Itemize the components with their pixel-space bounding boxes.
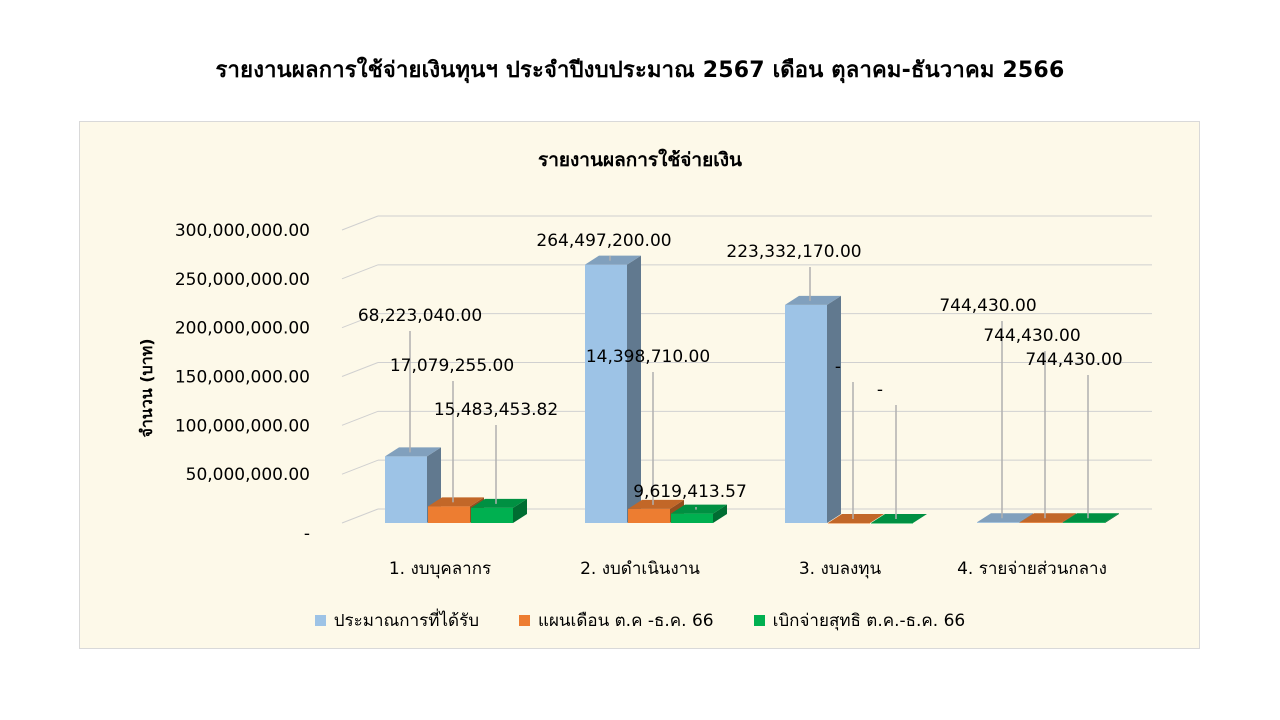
bar-front — [671, 513, 713, 523]
bar — [785, 295, 841, 523]
x-tick-label: 3. งบลงทุน — [799, 559, 882, 579]
page-title: รายงานผลการใช้จ่ายเงินทุนฯ ประจำปีงบประม… — [215, 58, 1065, 83]
data-label: 15,483,453.82 — [434, 400, 558, 420]
data-labels: 68,223,040.00 17,079,255.00 15,483,453.82 2… — [358, 231, 1123, 519]
data-label: 68,223,040.00 — [358, 306, 482, 326]
bar-front — [385, 456, 427, 523]
bar-front — [428, 506, 470, 523]
data-label: 17,079,255.00 — [390, 356, 514, 376]
bar-top — [828, 514, 884, 523]
bar — [671, 504, 727, 523]
data-label: 744,430.00 — [1025, 350, 1122, 370]
legend-swatch — [753, 615, 765, 626]
bars — [385, 255, 1119, 524]
bar — [871, 514, 927, 524]
bar-side — [627, 255, 641, 523]
bar-front — [1063, 522, 1105, 523]
bar-front — [471, 507, 513, 523]
gridline-diagonal — [341, 264, 379, 280]
bar — [1063, 513, 1119, 523]
bar-side — [513, 498, 527, 523]
legend-label: ประมาณการที่ได้รับ — [333, 611, 479, 631]
bar-side — [1062, 513, 1076, 523]
bar — [1020, 513, 1076, 523]
y-tick-labels: - 50,000,000.00 100,000,000.00 150,000,000.… — [175, 221, 310, 544]
bar — [471, 498, 527, 523]
data-label: 744,430.00 — [939, 296, 1036, 316]
y-tick-label: 200,000,000.00 — [175, 319, 310, 339]
x-tick-label: 1. งบบุคลากร — [389, 559, 491, 579]
bar-top — [628, 499, 684, 509]
bar-side — [1105, 513, 1119, 523]
y-tick-label: 50,000,000.00 — [186, 465, 310, 485]
bar-top — [471, 498, 527, 508]
data-label: 223,332,170.00 — [726, 242, 861, 262]
bar-top — [1020, 513, 1076, 523]
bar-top — [585, 255, 641, 265]
data-label: - — [877, 380, 883, 400]
legend-label: แผนเดือน ต.ค -ธ.ค. 66 — [538, 611, 714, 631]
data-label: 264,497,200.00 — [536, 231, 671, 251]
bar-front — [1020, 522, 1062, 523]
legend-swatch — [519, 615, 530, 626]
bar-top — [871, 514, 927, 523]
bar-side — [1019, 513, 1033, 523]
gridline-diagonal — [341, 459, 379, 475]
bar-top — [671, 504, 727, 514]
bar-top — [977, 513, 1033, 523]
legend-item: แผนเดือน ต.ค -ธ.ค. 66 — [519, 607, 714, 634]
y-axis-label: จำนวน (บาท) — [137, 338, 156, 437]
bar-front — [828, 523, 870, 524]
bar — [828, 514, 884, 524]
bar-top — [1063, 513, 1119, 523]
gridline-diagonal — [341, 410, 379, 426]
bar — [385, 447, 441, 523]
bar-front — [585, 264, 627, 523]
gridline-diagonal — [341, 313, 379, 329]
bar-top — [785, 295, 841, 305]
legend-swatch — [314, 615, 326, 626]
bar-side — [713, 504, 727, 523]
legend: ประมาณการที่ได้รับ แผนเดือน ต.ค -ธ.ค. 66 เ… — [0, 607, 1280, 634]
y-tick-label: 100,000,000.00 — [175, 416, 310, 436]
bar-front — [977, 522, 1019, 523]
data-label: - — [835, 357, 841, 377]
bar-front — [871, 523, 913, 524]
y-tick-label: 300,000,000.00 — [175, 221, 310, 241]
x-tick-label: 4. รายจ่ายส่วนกลาง — [957, 559, 1107, 579]
gridline-diagonal — [341, 215, 379, 231]
legend-item: เบิกจ่ายสุทธิ ต.ค.-ธ.ค. 66 — [753, 607, 966, 634]
legend-item: ประมาณการที่ได้รับ — [314, 607, 479, 634]
x-tick-labels: 1. งบบุคลากร 2. งบดำเนินงาน 3. งบลงทุน 4. ร… — [389, 559, 1107, 579]
data-label: 9,619,413.57 — [633, 482, 747, 502]
data-label: 14,398,710.00 — [586, 347, 710, 367]
chart-title: รายงานผลการใช้จ่ายเงิน — [538, 148, 742, 171]
gridlines — [341, 215, 1152, 524]
x-tick-label: 2. งบดำเนินงาน — [580, 559, 700, 579]
y-tick-label: - — [304, 524, 310, 544]
gridline-diagonal — [341, 508, 379, 524]
data-label: 744,430.00 — [983, 326, 1080, 346]
bar — [585, 255, 641, 523]
bar-top — [385, 447, 441, 457]
bar-side — [827, 295, 841, 523]
y-tick-label: 150,000,000.00 — [175, 368, 310, 388]
gridline-diagonal — [341, 362, 379, 377]
bar — [977, 513, 1033, 523]
bar-front — [785, 304, 827, 523]
bar-front — [628, 508, 670, 523]
bar-top — [428, 497, 484, 507]
legend-label: เบิกจ่ายสุทธิ ต.ค.-ธ.ค. 66 — [772, 611, 966, 631]
y-tick-label: 250,000,000.00 — [175, 270, 310, 290]
